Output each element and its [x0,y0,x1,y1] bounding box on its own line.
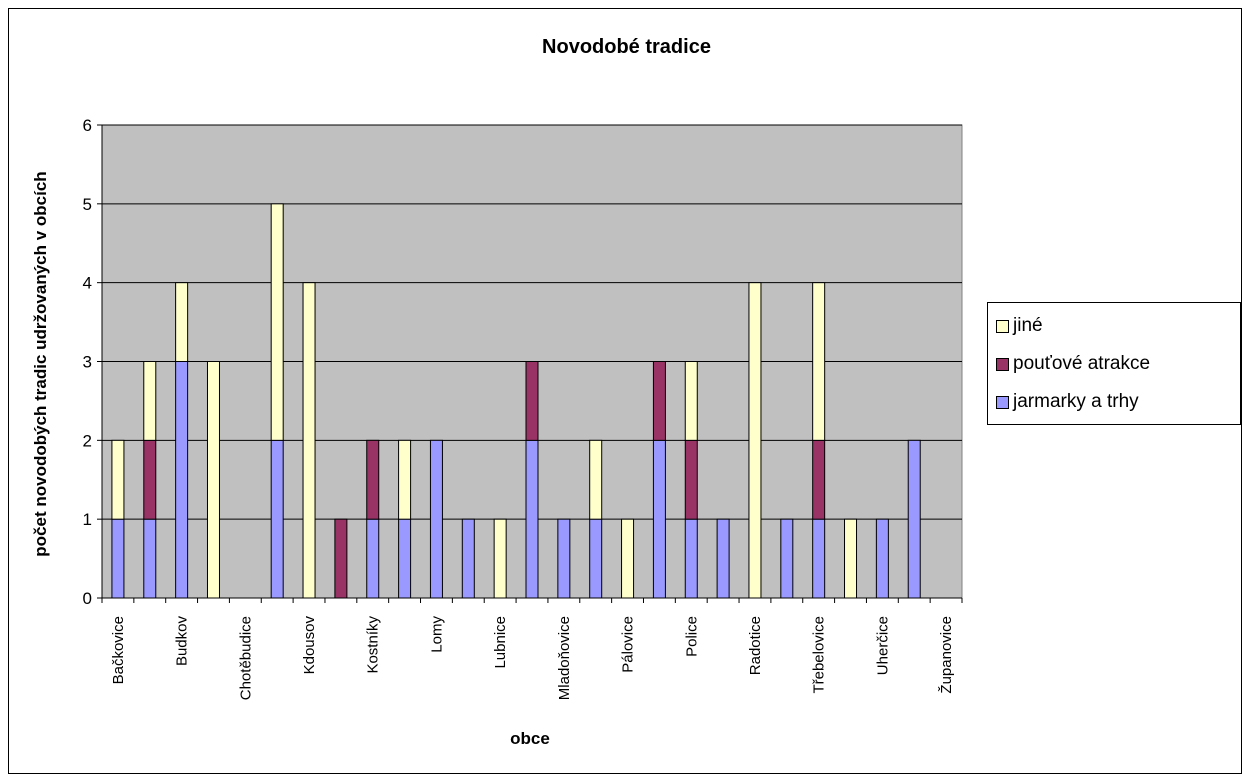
bar-jarmarky-a-trhy-15 [589,518,603,599]
x-tick-label: Kdousov [301,616,318,675]
bar-pouťové-atrakce-13 [525,361,539,441]
bar-jiné-18 [684,361,698,441]
bar-jarmarky-a-trhy-11 [461,518,475,599]
x-tick-label: Lomy [428,616,445,653]
bar-jarmarky-a-trhy-5 [270,439,284,599]
x-tick-label: Police [683,616,700,657]
bar-jarmarky-a-trhy-13 [525,439,539,599]
bar-jarmarky-a-trhy-18 [684,518,698,599]
y-tick-label: 6 [83,116,92,135]
bar-jarmarky-a-trhy-1 [143,518,157,599]
bar-jiné-0 [111,439,125,520]
bar-jiné-20 [748,282,762,599]
legend-label-poutove-atrakce: pouťové atrakce [1013,353,1151,374]
bar-jiné-16 [621,518,635,599]
x-tick-label: Budkov [174,616,191,667]
y-tick-label: 1 [83,510,92,529]
bar-jarmarky-a-trhy-21 [780,518,794,599]
bar-jiné-6 [302,282,316,599]
legend-item-jine: jiné [996,315,1043,337]
legend-label-jine: jiné [1013,315,1043,336]
bar-jarmarky-a-trhy-22 [812,518,826,599]
bar-pouťové-atrakce-22 [812,439,826,520]
bar-jiné-23 [844,518,858,599]
bar-jarmarky-a-trhy-8 [366,518,380,599]
bar-jiné-2 [175,282,189,362]
bar-jarmarky-a-trhy-10 [429,439,443,599]
bar-jiné-15 [589,439,603,520]
bar-jarmarky-a-trhy-19 [716,518,730,599]
x-tick-label: Pálovice [620,616,637,673]
chart-title: Novodobé tradice [542,36,711,58]
x-tick-label: Třebelovice [811,616,828,694]
bar-jarmarky-a-trhy-0 [111,518,125,599]
bar-jiné-3 [206,361,220,599]
legend-swatch-jine [996,319,1009,333]
x-tick-label: Radotice [747,616,764,675]
bar-pouťové-atrakce-17 [652,361,666,441]
y-tick-label: 2 [83,431,92,450]
legend: jiné pouťové atrakce jarmarky a trhy [987,302,1241,425]
bar-jarmarky-a-trhy-9 [398,518,412,599]
bar-jarmarky-a-trhy-24 [875,518,889,599]
y-tick-label: 0 [83,589,92,608]
legend-label-jarmarky-a-trhy: jarmarky a trhy [1013,391,1139,412]
legend-swatch-jarmarky-a-trhy [996,395,1009,409]
bar-pouťové-atrakce-18 [684,439,698,520]
bar-jarmarky-a-trhy-25 [907,439,921,599]
bar-jarmarky-a-trhy-14 [557,518,571,599]
legend-item-jarmarky-a-trhy: jarmarky a trhy [996,391,1139,413]
x-tick-label: Mladoňovice [556,616,573,700]
legend-swatch-poutove-atrakce [996,357,1009,371]
legend-item-poutove-atrakce: pouťové atrakce [996,353,1150,375]
bar-jarmarky-a-trhy-17 [652,439,666,599]
x-tick-label: Bačkovice [110,616,127,684]
y-tick-label: 5 [83,195,92,214]
bar-pouťové-atrakce-8 [366,439,380,520]
bar-pouťové-atrakce-7 [334,518,348,599]
x-tick-label: Chotěbudice [237,616,254,700]
bar-jiné-9 [398,439,412,520]
x-axis-label: obce [510,729,550,748]
y-tick-label: 4 [83,274,92,293]
x-tick-label: Uherčice [874,616,891,675]
bar-pouťové-atrakce-1 [143,439,157,520]
bar-jiné-12 [493,518,507,599]
bar-jiné-5 [270,203,284,441]
bar-jiné-22 [812,282,826,441]
x-tick-label: Kostníky [365,616,382,674]
bar-jarmarky-a-trhy-2 [175,361,189,599]
x-tick-label: Lubnice [492,616,509,669]
y-tick-label: 3 [83,353,92,372]
x-tick-label: Županovice [938,616,955,694]
bar-jiné-1 [143,361,157,441]
